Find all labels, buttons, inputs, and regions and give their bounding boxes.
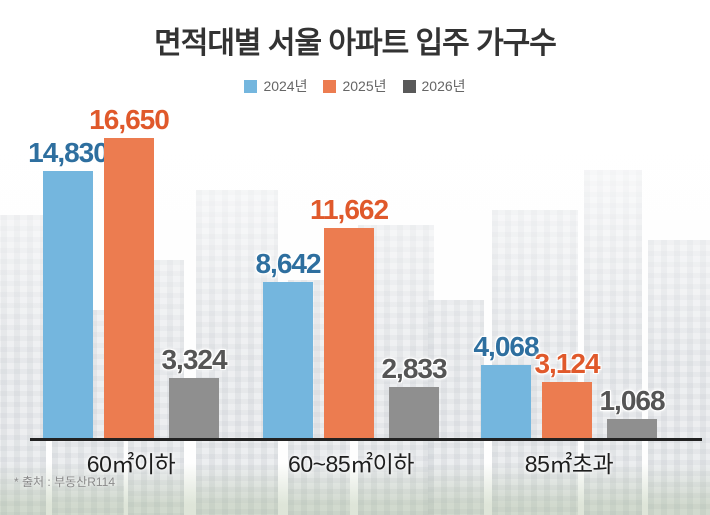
chart-title: 면적대별 서울 아파트 입주 가구수: [154, 27, 557, 60]
x-axis-line: [30, 438, 702, 441]
bar-2024-group3: [481, 365, 531, 438]
bar-2026-group3: [607, 419, 657, 438]
x-axis-label-2: 60~85㎡이하: [288, 451, 414, 477]
legend-swatch-icon: [402, 79, 416, 93]
bar-value-label: 3,124: [534, 348, 600, 379]
legend-label: 2026년: [421, 78, 466, 94]
bar-2025-group1: [104, 138, 154, 438]
legend-item-2024: 2024년: [244, 76, 307, 96]
bar-2025-group2: [324, 228, 374, 438]
legend: 2024년 2025년 2026년: [0, 76, 710, 96]
legend-item-2025: 2025년: [323, 76, 387, 96]
bar-2024-group1: [43, 171, 93, 438]
bar-value-label: 4,068: [473, 331, 539, 362]
source-note: * 출처 : 부동산R114: [14, 475, 116, 489]
bar-value-label: 2,833: [381, 353, 447, 384]
bar-value-label: 11,662: [309, 194, 389, 225]
legend-swatch-icon: [323, 79, 337, 93]
legend-swatch-icon: [244, 79, 258, 93]
bar-value-label: 1,068: [599, 385, 665, 416]
bar-2026-group2: [389, 387, 439, 438]
bar-value-label: 8,642: [255, 248, 321, 279]
bar-2026-group1: [169, 378, 219, 438]
bar-value-label: 16,650: [89, 104, 170, 135]
legend-label: 2025년: [342, 78, 387, 94]
legend-item-2026: 2026년: [402, 76, 466, 96]
legend-label: 2024년: [263, 78, 308, 94]
bar-value-label: 3,324: [161, 344, 227, 375]
x-axis-label-3: 85㎡초과: [524, 451, 614, 477]
bar-2024-group2: [263, 282, 313, 438]
bar-value-label: 14,830: [28, 137, 109, 168]
bar-2025-group3: [542, 382, 592, 438]
